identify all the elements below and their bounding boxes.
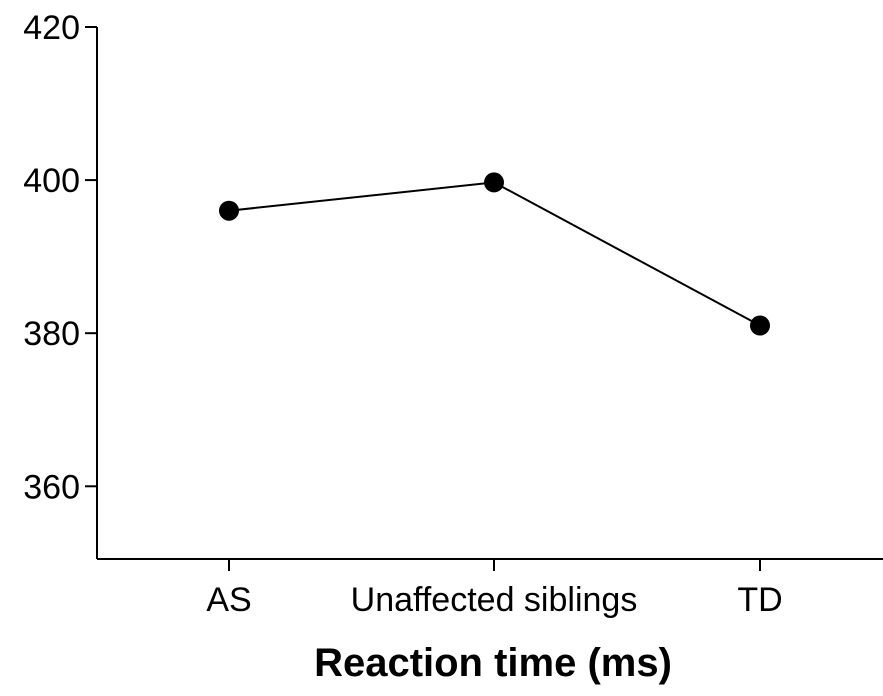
y-tick-label: 380 xyxy=(23,315,80,353)
x-tick-label: Unaffected siblings xyxy=(351,581,638,619)
y-tick-label: 420 xyxy=(23,9,80,47)
y-tick-label: 400 xyxy=(23,162,80,200)
series-line xyxy=(228,181,761,327)
data-point xyxy=(219,200,239,221)
plot-area xyxy=(219,172,770,336)
y-axis: 360 380 400 420 xyxy=(23,9,98,559)
x-axis-title: Reaction time (ms) xyxy=(314,641,672,685)
x-axis: AS Unaffected siblings TD xyxy=(97,558,883,619)
data-point xyxy=(484,172,504,193)
x-tick-label: TD xyxy=(737,581,782,619)
data-point xyxy=(750,315,770,336)
x-tick-label: AS xyxy=(206,581,251,619)
y-tick-label: 360 xyxy=(23,468,80,506)
